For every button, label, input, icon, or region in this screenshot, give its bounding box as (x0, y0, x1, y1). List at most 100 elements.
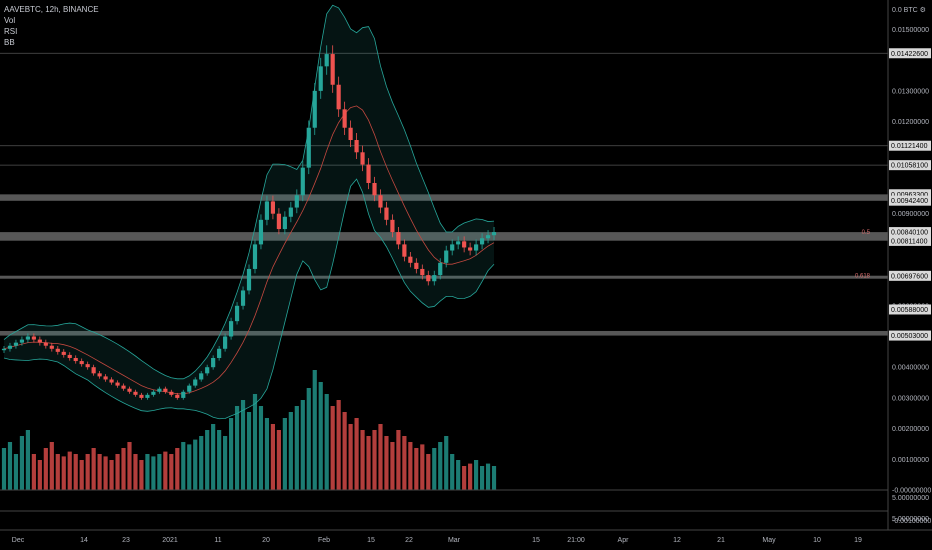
candle-body (300, 167, 305, 196)
volume-bar (491, 466, 497, 490)
candle-body (61, 351, 66, 355)
candle-body (109, 379, 114, 383)
candle-body (288, 207, 293, 217)
price-tick-label: -0.00000000 (892, 488, 931, 495)
candle-body (73, 357, 78, 362)
time-tick-label: 19 (854, 537, 862, 544)
bb-lower-line (3, 178, 495, 420)
symbol-title[interactable]: AAVEBTC, 12h, BINANCE (4, 5, 99, 14)
volume-bar (330, 406, 335, 490)
time-tick-label: Apr (618, 537, 630, 544)
volume-bar (97, 454, 102, 490)
candle-body (426, 275, 431, 282)
candle-body (408, 256, 413, 263)
volume-bar (169, 454, 174, 490)
price-tick-label: 0.00900000 (892, 211, 929, 218)
volume-bar (420, 444, 425, 490)
volume-bar (73, 454, 78, 490)
price-tag-label: 0.00503000 (891, 333, 928, 340)
candle-body (79, 361, 84, 365)
volume-bar (372, 430, 377, 490)
candle-body (282, 216, 287, 230)
candle-body (169, 391, 174, 395)
candle-body (312, 90, 317, 128)
zone-rect (0, 275, 888, 279)
price-tag (889, 227, 931, 238)
candle-body (234, 305, 240, 322)
price-tag (889, 189, 931, 200)
candle-body (372, 182, 377, 196)
volume-bar (252, 394, 258, 490)
time-tick-label: 12 (673, 537, 681, 544)
candle-body (252, 244, 258, 269)
candle-body (276, 213, 281, 230)
time-tick-label: 21:00 (567, 537, 585, 544)
volume-bar (199, 436, 204, 490)
candle-body (330, 54, 335, 85)
indicator-bb[interactable]: BB (4, 38, 15, 47)
chart-legend: AAVEBTC, 12h, BINANCE Vol RSI BB (4, 4, 99, 48)
price-tag (889, 235, 931, 246)
volume-bar (306, 388, 311, 490)
indicator-rsi[interactable]: RSI (4, 27, 18, 36)
time-tick-label: May (762, 537, 776, 544)
candle-body (151, 391, 156, 395)
volume-bar (288, 412, 293, 490)
volume-bar (223, 436, 228, 490)
candle-body (342, 109, 347, 128)
candle-body (121, 385, 126, 389)
volume-bar (270, 424, 276, 490)
zone-rect (0, 330, 888, 336)
lower-pane-tick-label: 5.00000000 (892, 516, 929, 523)
candle-body (67, 354, 72, 358)
volume-bar (187, 444, 192, 490)
volume-bar (462, 466, 467, 490)
price-tag-label: 0.01121400 (891, 143, 928, 150)
volume-bar (19, 436, 25, 490)
time-tick-label: Feb (318, 537, 330, 544)
candle-body (139, 394, 144, 398)
volume-bar (276, 430, 281, 490)
volume-bar (228, 418, 234, 490)
volume-bar (151, 456, 156, 490)
volume-bar (240, 400, 246, 490)
candle-body (1, 348, 7, 351)
volume-bar (438, 442, 443, 490)
price-tag-label: 0.01058100 (891, 163, 928, 170)
candle-body (205, 367, 210, 374)
price-tag (889, 48, 931, 59)
candle-body (258, 219, 264, 245)
candle-body (193, 379, 198, 386)
volume-bar (121, 448, 126, 490)
candle-body (49, 345, 54, 349)
volume-bar (444, 436, 449, 490)
price-tag (889, 330, 931, 341)
candle-body (157, 388, 162, 392)
scale-currency-label[interactable]: 0.0 BTC ⚙ (892, 6, 926, 14)
bb-upper-line (3, 4, 495, 380)
price-tag (889, 160, 931, 171)
volume-bar (485, 463, 491, 490)
price-tag-label: 0.00963300 (891, 192, 928, 199)
fib-label: 0.618 (855, 274, 871, 280)
volume-bar (13, 454, 19, 490)
time-tick-label: 21 (717, 537, 725, 544)
candle-body (354, 140, 359, 153)
volume-bar (390, 442, 395, 490)
candle-body (468, 247, 473, 251)
price-tick-label: 0.01200000 (892, 119, 929, 126)
candle-body (37, 339, 42, 343)
candle-body (163, 388, 168, 392)
time-tick-label: Mar (448, 537, 461, 544)
candle-body (7, 345, 13, 349)
volume-bar (312, 370, 317, 490)
indicator-vol[interactable]: Vol (4, 16, 16, 25)
volume-bar (175, 448, 180, 490)
candle-body (19, 339, 25, 343)
volume-bar (163, 451, 168, 490)
volume-bar (67, 451, 72, 490)
candle-body (145, 394, 150, 398)
candle-body (366, 164, 371, 183)
price-tick-label: 0.00100000 (892, 457, 929, 464)
